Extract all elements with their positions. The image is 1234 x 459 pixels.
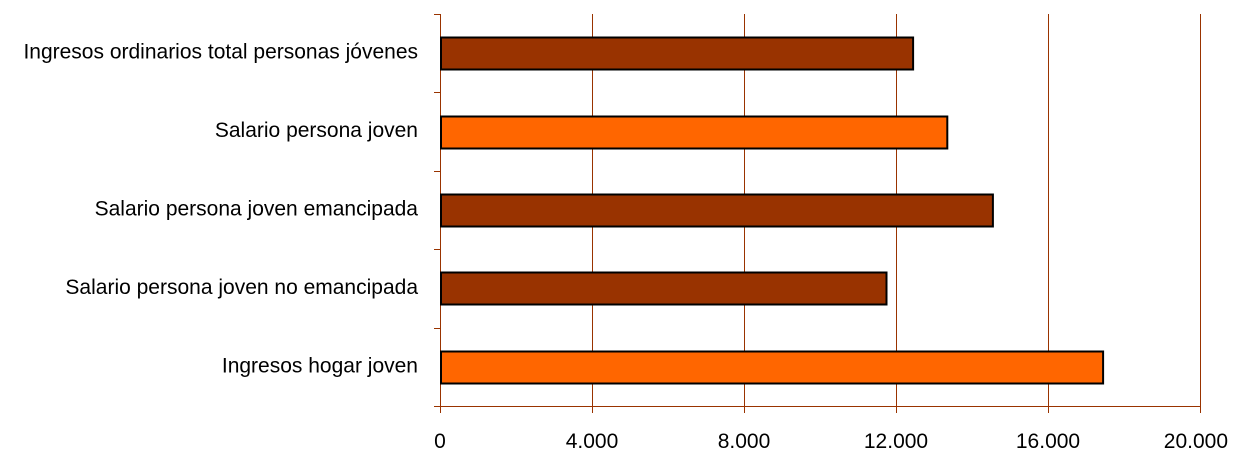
bar [440,271,888,306]
x-tick-label: 8.000 [718,430,771,453]
bar [440,115,949,150]
bar [440,193,994,228]
x-tick-label: 20.000 [1164,430,1228,453]
bar [440,350,1105,385]
category-labels: Ingresos ordinarios total personas jóven… [23,41,418,378]
category-label: Salario persona joven no emancipada [65,276,418,299]
category-label: Ingresos ordinarios total personas jóven… [23,41,418,64]
x-tick-label: 12.000 [864,430,928,453]
x-tick-label: 0 [434,430,446,453]
bar [440,36,915,71]
category-label: Salario persona joven emancipada [95,198,419,221]
category-label: Salario persona joven [215,119,418,142]
x-tick-labels: 0 4.000 8.000 12.000 16.000 20.000 [434,430,1228,453]
category-label: Ingresos hogar joven [222,354,418,377]
x-tick-label: 4.000 [566,430,619,453]
x-tick-label: 16.000 [1016,430,1080,453]
bars [440,36,1105,385]
